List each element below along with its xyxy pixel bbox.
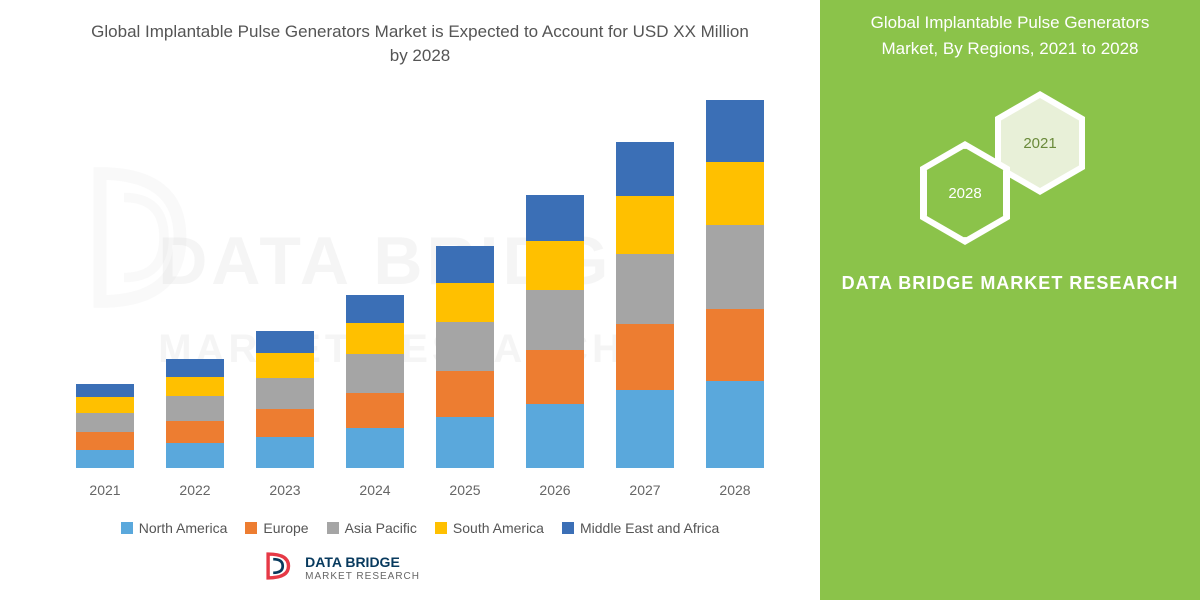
main-container: DATA BRIDGE MARKET RESEARCH Global Impla… — [0, 0, 1200, 600]
legend-swatch — [327, 522, 339, 534]
legend-item: Asia Pacific — [327, 520, 417, 536]
bar-2022 — [166, 359, 224, 467]
footer-logo-sub: MARKET RESEARCH — [305, 571, 420, 582]
bar-segment — [616, 196, 674, 253]
bar-segment — [436, 283, 494, 323]
bar-segment — [616, 142, 674, 197]
chart-title: Global Implantable Pulse Generators Mark… — [30, 20, 810, 68]
x-label: 2024 — [346, 482, 404, 498]
bar-segment — [706, 309, 764, 381]
bar-segment — [166, 421, 224, 443]
bar-segment — [346, 323, 404, 354]
hexagon-2028-label: 2028 — [926, 148, 1004, 238]
x-label: 2021 — [76, 482, 134, 498]
legend-item: Middle East and Africa — [562, 520, 719, 536]
footer-logo: DATA BRIDGE MARKET RESEARCH — [263, 549, 420, 588]
x-label: 2028 — [706, 482, 764, 498]
bar-segment — [346, 393, 404, 428]
sidebar-title: Global Implantable Pulse Generators Mark… — [840, 10, 1180, 61]
footer-logo-icon — [263, 549, 297, 588]
bar-segment — [706, 162, 764, 225]
bar-segment — [616, 324, 674, 390]
hexagon-2021-label: 2021 — [1001, 98, 1079, 188]
bar-segment — [706, 225, 764, 309]
legend-item: North America — [121, 520, 228, 536]
chart-plot-area: 2021 2022 2023 2024 2025 2026 2027 2028 — [30, 78, 790, 508]
bar-segment — [436, 417, 494, 468]
legend-swatch — [562, 522, 574, 534]
legend-item: Europe — [245, 520, 308, 536]
bar-segment — [166, 396, 224, 421]
chart-panel: DATA BRIDGE MARKET RESEARCH Global Impla… — [0, 0, 820, 600]
bar-segment — [166, 443, 224, 468]
bar-segment — [346, 295, 404, 323]
bar-2024 — [346, 295, 404, 468]
x-label: 2025 — [436, 482, 494, 498]
bar-segment — [256, 331, 314, 353]
bar-segment — [526, 350, 584, 405]
x-axis-labels: 2021 2022 2023 2024 2025 2026 2027 2028 — [60, 482, 780, 498]
x-label: 2022 — [166, 482, 224, 498]
bar-segment — [76, 397, 134, 413]
bar-segment — [166, 359, 224, 377]
bar-segment — [526, 241, 584, 289]
chart-legend: North America Europe Asia Pacific South Ame… — [30, 520, 810, 536]
bar-segment — [346, 428, 404, 468]
bar-segment — [76, 450, 134, 468]
legend-label: Europe — [263, 520, 308, 536]
footer-logo-name: DATA BRIDGE — [305, 555, 420, 570]
bar-segment — [256, 437, 314, 468]
legend-swatch — [245, 522, 257, 534]
bar-segment — [256, 409, 314, 437]
bar-segment — [616, 390, 674, 468]
bar-segment — [256, 353, 314, 378]
legend-label: Middle East and Africa — [580, 520, 719, 536]
bar-segment — [76, 384, 134, 397]
bar-2027 — [616, 142, 674, 468]
x-label: 2023 — [256, 482, 314, 498]
legend-label: North America — [139, 520, 228, 536]
bar-segment — [526, 404, 584, 467]
hexagon-graphic: 2021 2028 — [900, 91, 1120, 251]
sidebar-brand: DATA BRIDGE MARKET RESEARCH — [840, 271, 1180, 296]
sidebar-panel: Global Implantable Pulse Generators Mark… — [820, 0, 1200, 600]
bar-segment — [526, 290, 584, 350]
x-label: 2027 — [616, 482, 674, 498]
legend-item: South America — [435, 520, 544, 536]
footer-logo-text-wrap: DATA BRIDGE MARKET RESEARCH — [305, 555, 420, 581]
bar-segment — [706, 100, 764, 162]
bar-segment — [436, 246, 494, 283]
bar-2021 — [76, 384, 134, 468]
bar-segment — [706, 381, 764, 467]
bar-segment — [256, 378, 314, 409]
bar-segment — [616, 254, 674, 324]
legend-swatch — [121, 522, 133, 534]
bar-segment — [346, 354, 404, 393]
bar-2026 — [526, 195, 584, 467]
legend-label: South America — [453, 520, 544, 536]
bar-segment — [526, 195, 584, 241]
bar-segment — [76, 432, 134, 450]
x-label: 2026 — [526, 482, 584, 498]
bar-2028 — [706, 100, 764, 467]
legend-swatch — [435, 522, 447, 534]
bar-segment — [166, 377, 224, 396]
bar-segment — [436, 322, 494, 370]
legend-label: Asia Pacific — [345, 520, 417, 536]
bar-2023 — [256, 331, 314, 468]
bar-2025 — [436, 246, 494, 468]
bars-region — [60, 98, 780, 468]
bar-segment — [436, 371, 494, 417]
bar-segment — [76, 413, 134, 432]
